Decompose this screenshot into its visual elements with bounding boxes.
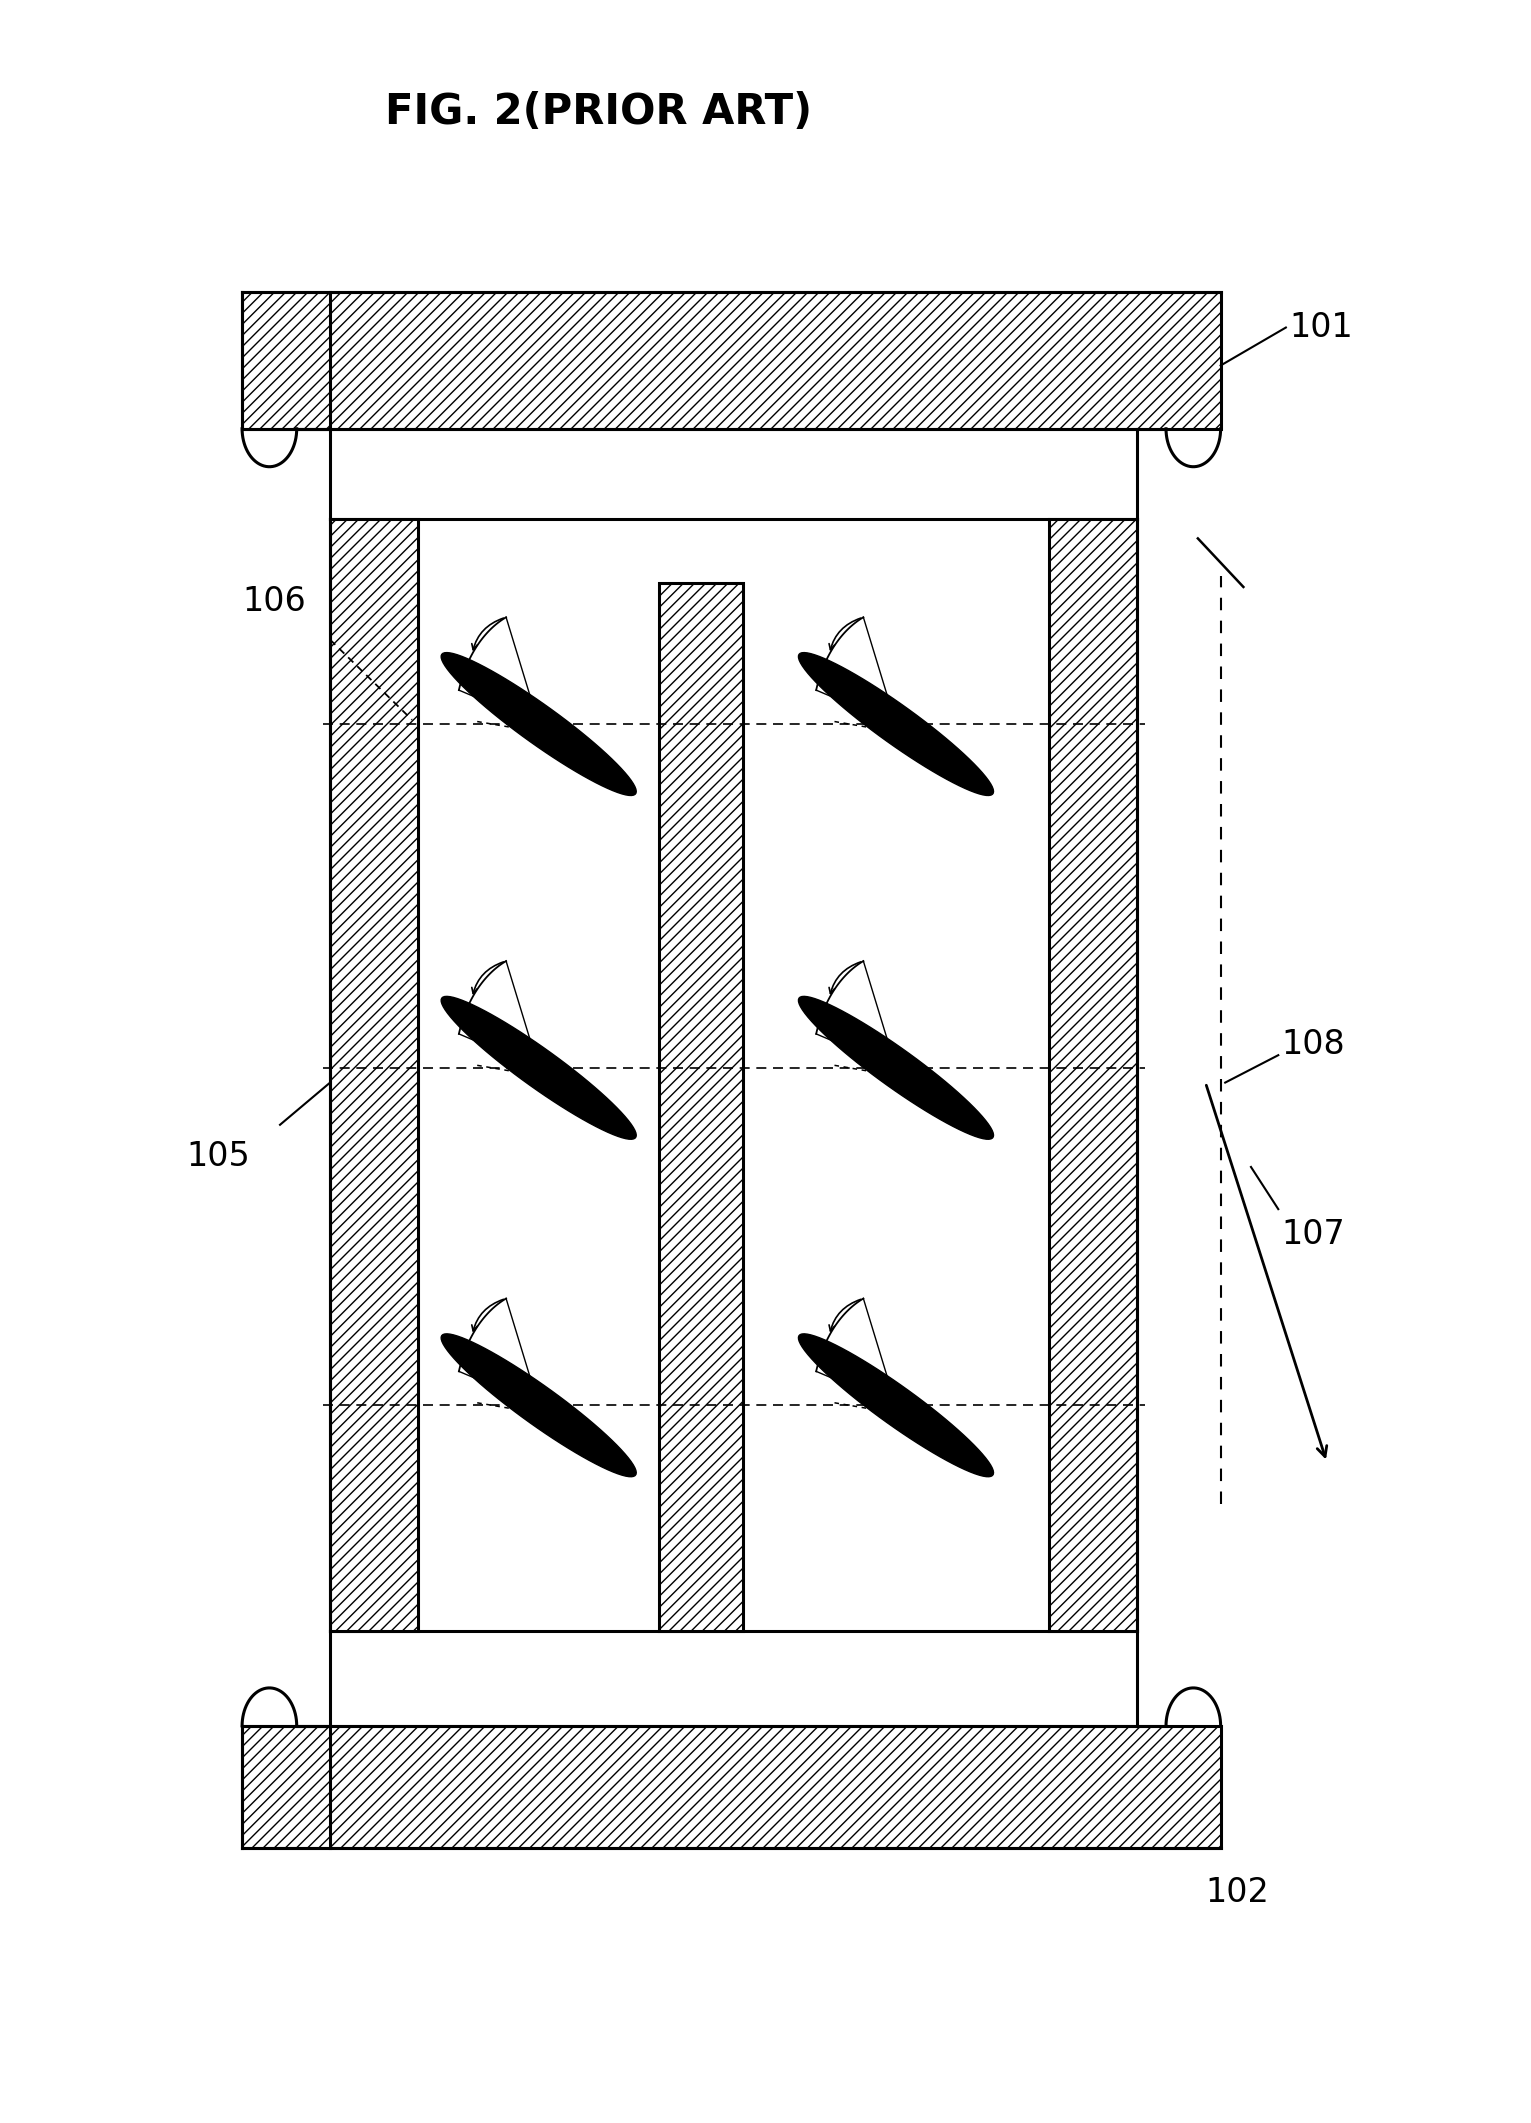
Text: 106: 106	[242, 586, 306, 618]
Polygon shape	[459, 1299, 539, 1405]
Bar	[1049, 520, 1138, 1630]
Polygon shape	[459, 618, 539, 724]
Polygon shape	[816, 962, 896, 1068]
Bar	[242, 291, 1220, 429]
Text: 105: 105	[185, 1140, 250, 1172]
Bar	[242, 1726, 1220, 1849]
Polygon shape	[799, 1333, 994, 1478]
Text: 102: 102	[1205, 1877, 1269, 1909]
Polygon shape	[459, 962, 539, 1068]
Polygon shape	[441, 996, 637, 1140]
Polygon shape	[441, 652, 637, 796]
Text: 101: 101	[1289, 312, 1353, 344]
Bar	[331, 520, 418, 1630]
Bar	[660, 582, 743, 1630]
Text: FIG. 2(PRIOR ART): FIG. 2(PRIOR ART)	[386, 91, 811, 134]
Text: 108: 108	[1281, 1028, 1344, 1062]
Polygon shape	[441, 1333, 637, 1478]
Polygon shape	[799, 996, 994, 1140]
Polygon shape	[816, 618, 896, 724]
Text: 107: 107	[1281, 1219, 1346, 1250]
Polygon shape	[816, 1299, 896, 1405]
Polygon shape	[799, 652, 994, 796]
Bar	[418, 520, 660, 1630]
Bar	[743, 520, 1049, 1630]
